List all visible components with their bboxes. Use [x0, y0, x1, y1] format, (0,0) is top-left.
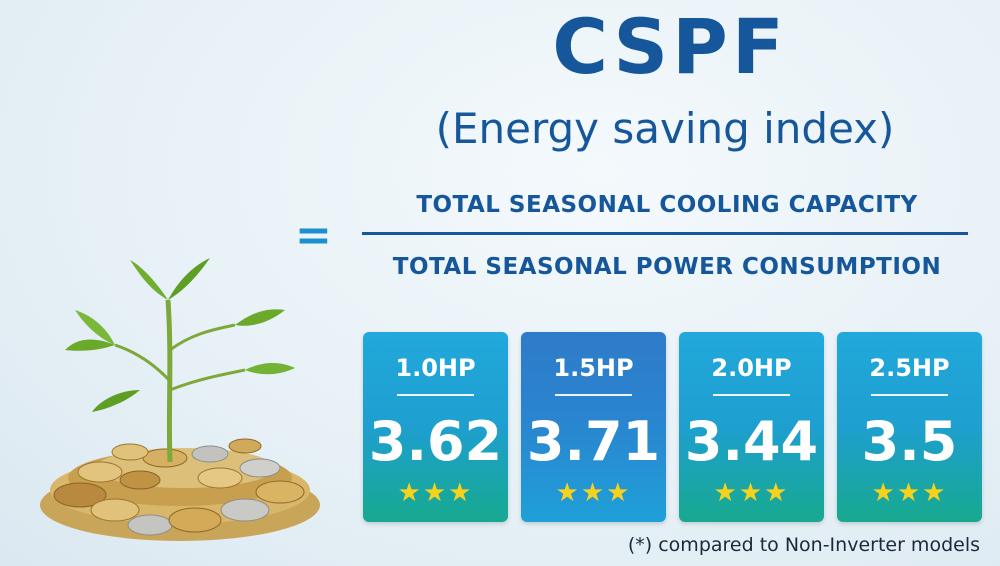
- star-rating-icon: ★★★: [555, 478, 632, 508]
- page-subtitle: (Energy saving index): [435, 104, 895, 153]
- star-rating-icon: ★★★: [397, 478, 474, 508]
- page-title: CSPF: [552, 2, 788, 91]
- card-cspf-value: 3.44: [684, 410, 819, 473]
- card-divider: [397, 394, 474, 396]
- card-cspf-value: 3.71: [526, 410, 661, 473]
- card-capacity: 1.0HP: [395, 354, 476, 382]
- card-capacity: 1.5HP: [553, 354, 634, 382]
- plant-stem: [114, 299, 246, 463]
- card-cspf-value: 3.5: [861, 410, 958, 473]
- card-divider: [871, 394, 948, 396]
- rating-card-3: 2.0HP 3.44 ★★★: [679, 332, 824, 522]
- rating-card-4: 2.5HP 3.5 ★★★: [837, 332, 982, 522]
- plant-on-coins-icon: [40, 258, 320, 541]
- formula-numerator: TOTAL SEASONAL COOLING CAPACITY: [416, 192, 918, 218]
- card-divider: [555, 394, 632, 396]
- fraction-divider: [362, 232, 968, 235]
- card-capacity: 2.0HP: [711, 354, 792, 382]
- formula-denominator: TOTAL SEASONAL POWER CONSUMPTION: [392, 254, 942, 280]
- footnote: (*) compared to Non-Inverter models: [627, 534, 980, 556]
- card-cspf-value: 3.62: [368, 410, 503, 473]
- rating-card-1: 1.0HP 3.62 ★★★: [363, 332, 508, 522]
- card-capacity: 2.5HP: [869, 354, 950, 382]
- coin-pile: [40, 438, 320, 541]
- card-divider: [713, 394, 790, 396]
- equals-sign: =: [295, 210, 332, 261]
- star-rating-icon: ★★★: [871, 478, 948, 508]
- rating-card-2: 1.5HP 3.71 ★★★: [521, 332, 666, 522]
- rating-cards: 1.0HP 3.62 ★★★ 1.5HP 3.71 ★★★ 2.0HP 3.44…: [363, 332, 983, 522]
- plant-leaves: [65, 258, 295, 412]
- star-rating-icon: ★★★: [713, 478, 790, 508]
